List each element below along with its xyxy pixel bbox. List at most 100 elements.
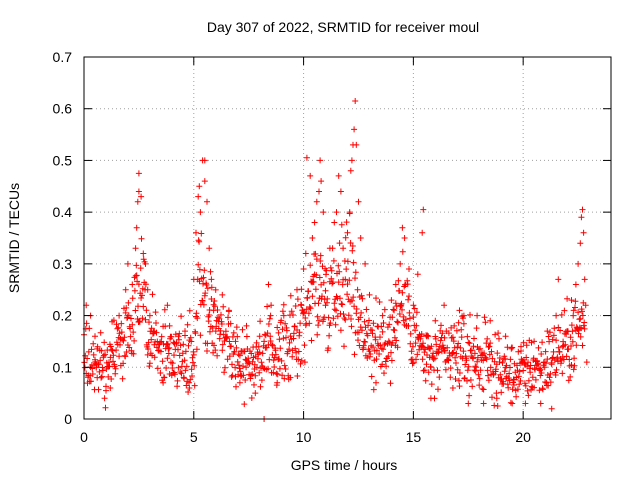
data-point (392, 300, 399, 307)
data-point (102, 404, 109, 411)
data-point (120, 337, 127, 344)
data-point (547, 370, 554, 377)
data-point (269, 341, 275, 348)
data-point (507, 399, 514, 406)
data-point (435, 346, 442, 353)
data-point (390, 306, 397, 313)
data-point (483, 356, 490, 363)
data-point (313, 272, 320, 279)
data-point (202, 290, 209, 297)
data-point (98, 347, 105, 354)
data-point (251, 381, 257, 388)
data-point (353, 141, 360, 148)
data-point (351, 351, 358, 358)
data-point (90, 340, 97, 347)
data-point (171, 352, 177, 359)
data-point (273, 370, 280, 377)
data-point (346, 277, 353, 284)
data-point (151, 354, 158, 361)
data-point (346, 209, 353, 216)
data-point (183, 363, 190, 370)
data-point (140, 250, 147, 257)
data-point (133, 262, 140, 269)
data-point (569, 328, 576, 335)
data-point (313, 198, 320, 205)
data-point (567, 373, 574, 380)
data-point (97, 357, 104, 364)
data-point (306, 304, 313, 310)
data-point (436, 374, 443, 381)
y-axis-label: SRMTID / TECUs (6, 183, 22, 293)
data-point (243, 322, 250, 329)
data-point (234, 358, 241, 365)
data-point (570, 307, 577, 314)
data-point (462, 361, 469, 368)
data-point (456, 377, 462, 384)
data-point (271, 364, 278, 370)
data-point (122, 286, 129, 293)
data-point (362, 260, 369, 267)
data-point (575, 309, 582, 316)
data-point (544, 328, 551, 335)
data-point (106, 363, 113, 370)
data-point (495, 330, 502, 337)
data-point (257, 318, 264, 325)
data-point (516, 368, 523, 375)
data-point (280, 312, 287, 319)
data-point (384, 324, 391, 331)
data-point (428, 343, 435, 350)
data-point (460, 312, 467, 319)
data-point (344, 281, 351, 288)
data-point (348, 316, 354, 322)
data-point (485, 372, 491, 379)
data-point (279, 372, 286, 379)
data-point (129, 295, 136, 302)
data-point (290, 312, 296, 318)
data-point (314, 313, 321, 320)
data-point (204, 348, 210, 354)
data-point (184, 321, 191, 328)
data-point (127, 325, 134, 332)
data-point (580, 229, 587, 236)
data-point (336, 268, 343, 275)
data-point (191, 382, 198, 389)
data-point (385, 338, 392, 345)
data-point (257, 383, 264, 390)
data-point (406, 293, 412, 300)
data-point (152, 309, 159, 316)
data-point (464, 377, 470, 384)
data-point (406, 309, 413, 316)
data-point (398, 300, 405, 307)
data-point (232, 338, 239, 345)
data-point (401, 235, 408, 241)
data-point (409, 360, 416, 367)
data-point (305, 310, 312, 317)
data-point (530, 355, 537, 362)
data-point (189, 359, 196, 366)
data-point (510, 382, 517, 388)
data-point (427, 345, 434, 352)
data-point (139, 315, 146, 322)
data-point (458, 326, 465, 333)
data-point (583, 359, 590, 366)
data-point (393, 337, 400, 344)
data-point (348, 323, 355, 330)
data-point (95, 386, 102, 393)
data-point (274, 324, 281, 331)
data-point (336, 240, 343, 247)
data-point (524, 387, 531, 394)
data-point (547, 379, 554, 386)
data-point (175, 364, 182, 371)
data-point (277, 345, 284, 352)
data-point (307, 305, 314, 312)
data-point (335, 279, 342, 286)
data-point (88, 346, 95, 353)
data-point (131, 287, 138, 294)
data-point (550, 332, 557, 339)
data-point (358, 309, 365, 316)
data-point (146, 360, 153, 367)
data-point (281, 362, 288, 369)
data-point (523, 354, 530, 361)
data-point (471, 335, 477, 342)
data-point (197, 332, 204, 339)
